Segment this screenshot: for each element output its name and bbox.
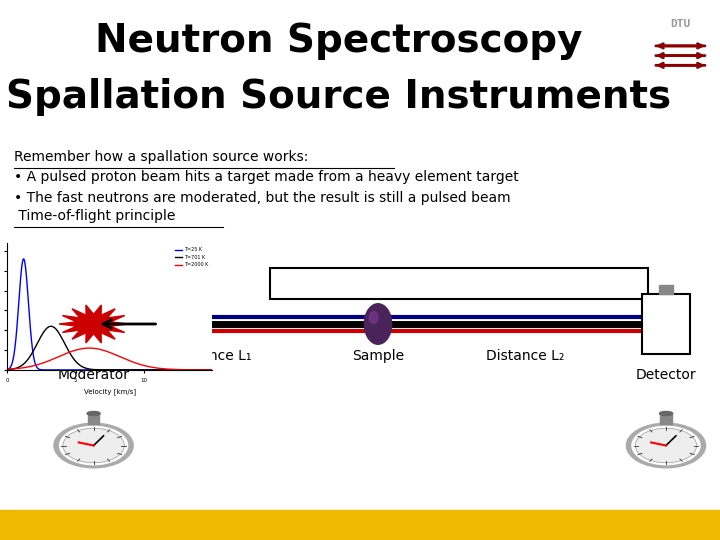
Text: Detector: Detector [636,368,696,382]
Bar [660,413,672,424]
Ellipse shape [626,423,706,468]
Ellipse shape [660,411,672,416]
Ellipse shape [60,427,127,464]
Text: Neutron Spectroscopy: Neutron Spectroscopy [94,22,582,59]
FancyBboxPatch shape [642,294,690,354]
Bar [659,285,673,294]
Ellipse shape [632,427,700,464]
Ellipse shape [54,423,133,468]
Text: Impossible to determine the energy transferred: Impossible to determine the energy trans… [294,276,624,290]
Bar [0,510,720,540]
Text: • A pulsed proton beam hits a target made from a heavy element target: • A pulsed proton beam hits a target mad… [14,170,519,184]
Polygon shape [59,305,128,343]
FancyBboxPatch shape [270,268,648,299]
Ellipse shape [87,411,100,416]
Text: Spallation Source Instruments: Spallation Source Instruments [6,78,671,116]
Ellipse shape [63,428,125,463]
Text: ???: ??? [652,316,680,332]
Text: Distance L₂: Distance L₂ [487,349,564,363]
Text: • The fast neutrons are moderated, but the result is still a pulsed beam: • The fast neutrons are moderated, but t… [14,191,511,205]
Ellipse shape [369,312,378,323]
Text: Moderator: Moderator [58,368,130,382]
Ellipse shape [635,428,697,463]
Text: Time-of-flight principle: Time-of-flight principle [14,209,176,223]
Text: DTU: DTU [670,19,690,29]
Ellipse shape [364,303,392,345]
Text: Distance L₁: Distance L₁ [173,349,252,363]
Bar [88,413,99,424]
Text: Sample: Sample [352,349,404,363]
Text: Remember how a spallation source works:: Remember how a spallation source works: [14,150,309,164]
